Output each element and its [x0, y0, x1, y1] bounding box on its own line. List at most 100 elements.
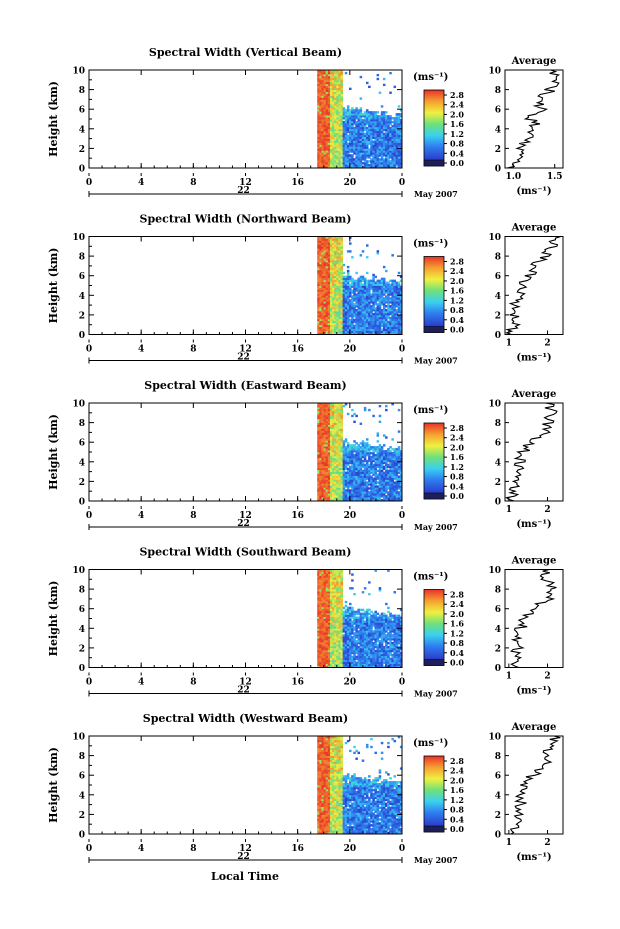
heatmap-cell — [319, 254, 322, 257]
heatmap-cell — [319, 263, 322, 267]
heatmap-cell — [334, 489, 337, 492]
heatmap-cell — [387, 289, 390, 292]
heatmap-cell — [340, 160, 344, 163]
heatmap-cell — [334, 144, 337, 147]
heatmap-cell — [389, 493, 392, 496]
panel-title: Spectral Width (Southward Beam) — [139, 546, 351, 559]
heatmap-cell — [357, 124, 361, 128]
heatmap-cell — [340, 475, 344, 478]
heatmap-cell — [319, 326, 322, 330]
heatmap-cell — [357, 483, 361, 486]
heatmap-cell — [395, 128, 399, 132]
heatmap-cell — [323, 244, 327, 247]
heatmap-cell — [368, 324, 371, 328]
heatmap-cell — [323, 416, 327, 420]
heatmap-cell — [380, 120, 384, 124]
heatmap-cell — [378, 291, 382, 294]
heatmap-cell — [317, 628, 320, 631]
heatmap-cell — [332, 596, 335, 600]
heatmap-cell — [349, 146, 352, 149]
heatmap-cell — [325, 289, 329, 292]
heatmap-cell — [378, 295, 382, 298]
heatmap-cell — [378, 463, 382, 467]
heatmap-cell — [332, 162, 335, 165]
heatmap-cell — [332, 109, 335, 112]
heatmap-cell — [325, 499, 329, 502]
heatmap-cell — [374, 497, 377, 500]
heatmap-cell — [329, 160, 333, 163]
heatmap-cell — [342, 499, 346, 502]
heatmap-cell — [325, 663, 329, 666]
heatmap-cell — [319, 485, 322, 488]
heatmap-cell — [355, 450, 358, 453]
heatmap-cell — [351, 119, 354, 122]
heatmap-cell — [389, 287, 392, 290]
heatmap-cell — [342, 467, 346, 471]
heatmap-cell — [329, 140, 333, 143]
heatmap-cell — [349, 250, 352, 253]
heatmap-cell — [342, 446, 346, 449]
heatmap-cell — [349, 479, 352, 482]
heatmap-cell — [321, 142, 324, 145]
heatmap-cell — [340, 267, 344, 271]
heatmap-cell — [363, 485, 367, 488]
heatmap-cell — [327, 283, 331, 286]
heatmap-cell — [391, 499, 394, 502]
heatmap-cell — [378, 309, 382, 312]
heatmap-cell — [317, 589, 320, 592]
heatmap-cell — [319, 132, 322, 136]
heatmap-cell — [319, 75, 322, 79]
heatmap-cell — [376, 328, 380, 331]
heatmap-cell — [321, 120, 324, 124]
heatmap-cell — [338, 483, 341, 486]
heatmap-cell — [317, 256, 320, 259]
heatmap-cell — [327, 256, 331, 259]
heatmap-cell — [376, 158, 380, 161]
heatmap-cell — [368, 140, 371, 143]
heatmap-cell — [374, 465, 377, 469]
heatmap-cell — [361, 162, 365, 165]
heatmap-cell — [385, 269, 388, 273]
heatmap-cell — [338, 322, 341, 326]
heatmap-cell — [389, 495, 392, 498]
heatmap-cell — [327, 577, 331, 580]
heatmap-cell — [385, 126, 388, 130]
heatmap-cell — [325, 297, 329, 300]
heatmap-cell — [382, 299, 386, 302]
heatmap-cell — [317, 594, 320, 598]
heatmap-cell — [323, 154, 327, 157]
heatmap-cell — [321, 73, 324, 77]
heatmap-cell — [317, 122, 320, 126]
heatmap-cell — [323, 287, 327, 290]
heatmap-cell — [321, 634, 324, 637]
heatmap-cell — [344, 148, 348, 151]
heatmap-cell — [397, 493, 401, 496]
heatmap-cell — [317, 647, 320, 651]
heatmap-cell — [329, 267, 333, 271]
heatmap-cell — [342, 305, 346, 308]
heatmap-cell — [389, 473, 392, 476]
heatmap-cell — [327, 279, 331, 282]
heatmap-cell — [319, 289, 322, 292]
heatmap-cell — [370, 120, 373, 124]
heatmap-cell — [391, 305, 394, 308]
heatmap-cell — [321, 653, 324, 657]
heatmap-cell — [389, 481, 392, 484]
heatmap-cell — [325, 422, 329, 425]
heatmap-cell — [327, 77, 331, 81]
heatmap-cell — [323, 309, 327, 312]
heatmap-cell — [342, 465, 346, 469]
heatmap-cell — [374, 463, 377, 467]
heatmap-cell — [368, 499, 371, 502]
heatmap-cell — [372, 457, 375, 461]
heatmap-cell — [332, 152, 335, 155]
heatmap-cell — [344, 152, 348, 155]
heatmap-cell — [329, 103, 333, 106]
heatmap-cell — [355, 477, 358, 480]
heatmap-cell — [325, 324, 329, 328]
heatmap-cell — [323, 659, 327, 663]
heatmap-cell — [357, 144, 361, 147]
heatmap-cell — [321, 600, 324, 604]
heatmap-cell — [391, 289, 394, 292]
heatmap-cell — [368, 287, 371, 290]
